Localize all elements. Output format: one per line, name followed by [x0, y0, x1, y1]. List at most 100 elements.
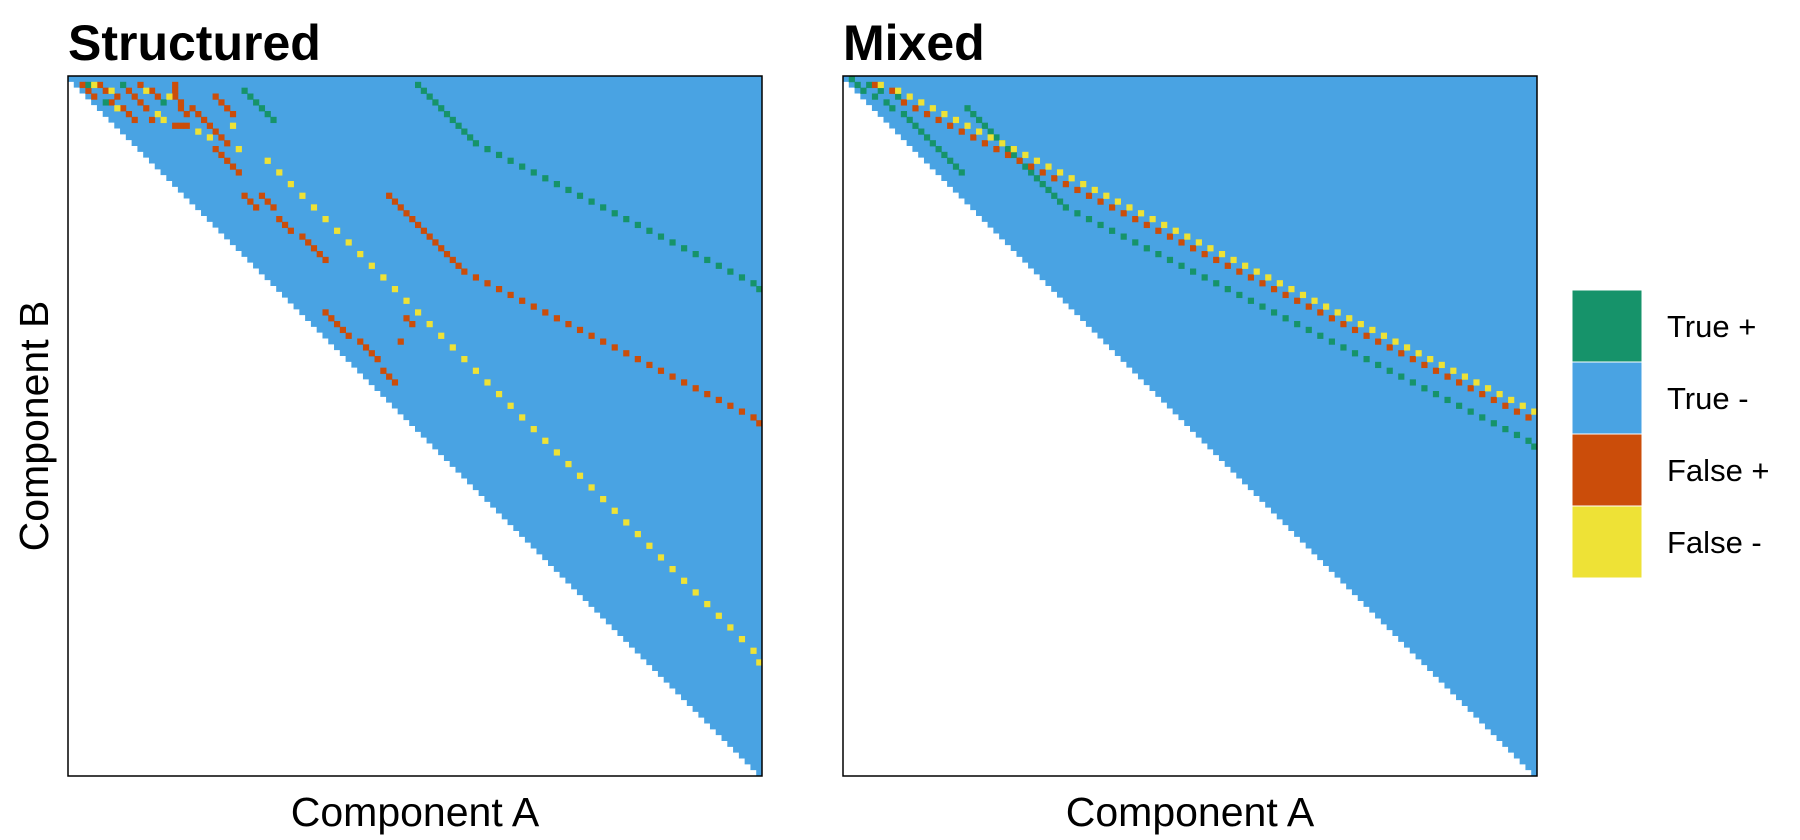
ylabel-structured: Component B [11, 301, 57, 552]
heatmap-cell [727, 268, 734, 275]
heatmap-cell [900, 111, 908, 118]
heatmap-cell [507, 402, 514, 409]
heatmap-cell [206, 122, 213, 129]
heatmap-cell [923, 134, 931, 141]
heatmap-cell [1143, 221, 1150, 229]
heatmap-cell [218, 99, 225, 106]
heatmap-cell [976, 116, 983, 124]
heatmap-cell [519, 297, 526, 304]
heatmap-cell [409, 216, 416, 223]
heatmap-cell [1224, 262, 1231, 269]
heatmap-cell [1085, 192, 1093, 199]
heatmap-cell [1496, 391, 1503, 398]
heatmap-cell [1467, 408, 1474, 415]
heatmap-cell [929, 105, 936, 112]
heatmap-cell [484, 280, 491, 287]
heatmap-cell [681, 379, 688, 386]
heatmap-cell [403, 315, 410, 322]
heatmap-cell [195, 111, 202, 118]
heatmap-base-mixed [843, 76, 1537, 776]
heatmap-cell [1415, 350, 1422, 357]
heatmap-cell [1033, 175, 1041, 182]
heatmap-cell [906, 93, 913, 100]
heatmap-cell [1022, 163, 1029, 170]
heatmap-cell [420, 87, 427, 94]
heatmap-cell [310, 245, 318, 252]
heatmap-cell [1143, 245, 1150, 252]
heatmap-cell [952, 163, 960, 170]
heatmap-cell [1311, 297, 1318, 304]
heatmap-cell [1421, 361, 1428, 369]
heatmap-cell [1178, 239, 1185, 246]
heatmap-cell [195, 128, 202, 135]
heatmap-cell [1288, 286, 1295, 293]
heatmap-cell [172, 87, 179, 94]
heatmap-cell [993, 146, 1000, 153]
heatmap-cell [634, 356, 641, 363]
heatmap-cell [889, 105, 896, 112]
heatmap-cell [461, 128, 468, 135]
heatmap-cell [1109, 227, 1116, 234]
heatmap-cell [241, 87, 248, 94]
heatmap-cell [519, 163, 526, 170]
heatmap-cell [1085, 216, 1093, 223]
heatmap-cell [368, 262, 375, 269]
heatmap-cell [542, 437, 549, 444]
heatmap-cell [183, 122, 190, 129]
heatmap-cell [553, 315, 560, 322]
heatmap-cell [507, 291, 514, 299]
legend-swatch-false-neg [1571, 505, 1643, 579]
heatmap-cell [334, 227, 341, 234]
heatmap-cell [692, 385, 699, 392]
heatmap-cell [91, 81, 98, 89]
heatmap-cell [1490, 420, 1497, 427]
heatmap-cell [1051, 175, 1058, 182]
heatmap-cell [889, 87, 896, 94]
heatmap-cell [1155, 227, 1162, 234]
heatmap-cell [397, 338, 404, 345]
panel-title-mixed: Mixed [843, 15, 985, 71]
heatmap-cell [565, 461, 572, 468]
heatmap-cell [484, 379, 491, 386]
heatmap-cell [472, 140, 480, 147]
heatmap-cell [1166, 233, 1174, 240]
heatmap-cell [895, 93, 902, 100]
heatmap-cell [1218, 251, 1226, 258]
heatmap-cell [576, 326, 584, 334]
heatmap-cell [611, 344, 618, 351]
legend: True + True - False + False - [1571, 289, 1770, 579]
heatmap-cell [1224, 286, 1231, 293]
heatmap-structured [68, 76, 763, 776]
heatmap-cell [1392, 338, 1399, 345]
heatmap-cell [611, 210, 618, 217]
heatmap-cell [1051, 192, 1058, 199]
heatmap-cell [102, 87, 109, 94]
heatmap-cell [1062, 181, 1069, 188]
heatmap-cell [368, 350, 375, 357]
heatmap-cell [449, 344, 456, 351]
heatmap-cell [1056, 169, 1064, 176]
heatmap-cell [426, 233, 433, 240]
heatmap-cell [987, 128, 994, 135]
heatmap-cell [484, 146, 491, 153]
heatmap-cell [1270, 286, 1278, 293]
heatmap-cell [895, 87, 902, 94]
heatmap-cell [120, 105, 127, 112]
heatmap-cell [669, 566, 676, 573]
heatmap-cell [970, 134, 977, 141]
heatmap-cell [281, 221, 289, 229]
heatmap-cell [1317, 309, 1324, 316]
heatmap-cell [1461, 373, 1468, 380]
heatmap-cell [449, 116, 456, 124]
heatmap-cell [692, 589, 699, 596]
heatmap-cell [339, 326, 346, 334]
heatmap-cell [461, 268, 468, 275]
heatmap-cell [276, 216, 283, 223]
heatmap-cell [114, 105, 121, 112]
heatmap-cell [530, 426, 537, 433]
heatmap-cell [860, 87, 867, 94]
heatmap-cell [669, 373, 676, 380]
xlabel-structured: Component A [291, 789, 540, 835]
heatmap-cell [681, 245, 688, 252]
